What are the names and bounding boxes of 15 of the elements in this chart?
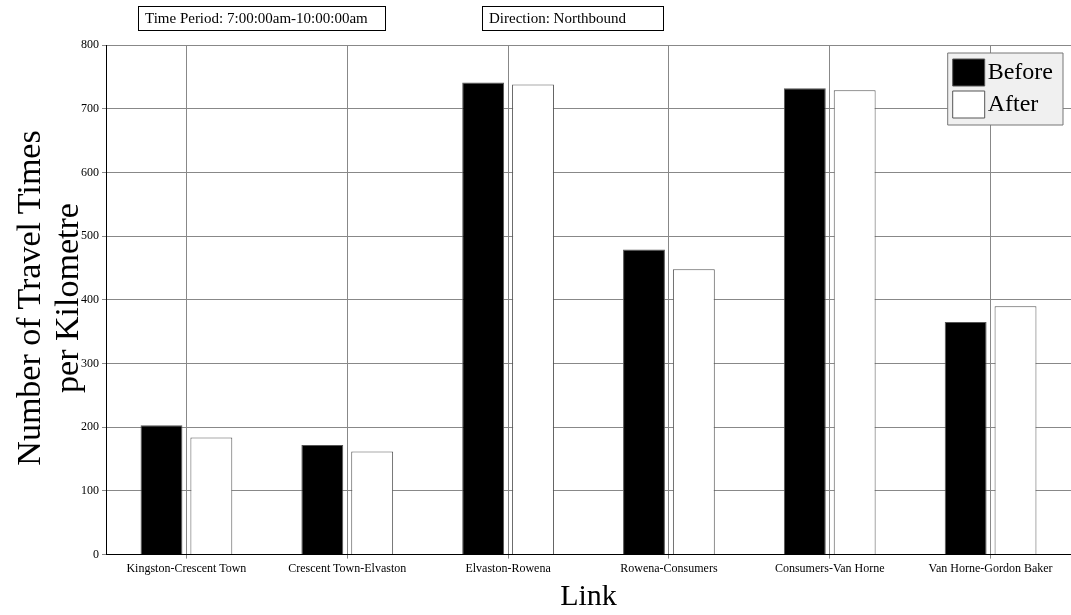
x-tick-label: Elvaston-Rowena	[465, 560, 552, 575]
legend-label: Before	[987, 58, 1053, 85]
y-tick-label: 100	[81, 483, 99, 498]
x-axis-title: Link	[560, 577, 617, 611]
text: Time Period: 7:00:00am-10:00:00am	[138, 6, 386, 31]
legend-label: After	[987, 90, 1039, 117]
x-tick-label: Consumers-Van Horne	[774, 560, 885, 575]
x-tick-label: Kingston-Crescent Town	[126, 560, 247, 575]
y-tick-label: 0	[93, 546, 99, 561]
x-tick-label: Crescent Town-Elvaston	[288, 560, 407, 575]
x-tick-label: Rowena-Consumers	[620, 560, 718, 575]
x-tick-label: Van Horne-Gordon Baker	[928, 560, 1053, 575]
y-tick-label: 700	[81, 100, 99, 115]
y-tick-label: 800	[81, 37, 99, 52]
text: Direction: Northbound	[482, 6, 664, 31]
